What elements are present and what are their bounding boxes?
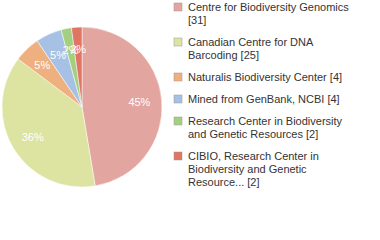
- legend-line: and Genetic Resources [2]: [188, 128, 318, 140]
- slice: [82, 27, 162, 186]
- legend-line: Canadian Centre for DNA: [188, 36, 316, 48]
- legend-swatch: [174, 152, 182, 160]
- data-label: 5%: [34, 59, 50, 71]
- legend-label: Research Center in Biodiversity and Gene…: [188, 115, 345, 140]
- legend-line: Centre for Biodiversity Genomics: [188, 1, 352, 13]
- legend-swatch: [174, 38, 182, 46]
- legend-line: Research Center in Biodiversity: [188, 115, 345, 127]
- legend-line: Naturalis Biodiversity Center [4]: [188, 71, 342, 83]
- data-labels: 45%36%5%5%2%2%: [22, 43, 151, 142]
- legend-line: Resource... [2]: [188, 176, 260, 188]
- slice: [71, 27, 82, 107]
- slice: [61, 28, 82, 107]
- legend-swatch: [174, 117, 182, 125]
- data-label: 45%: [128, 96, 150, 108]
- legend-line: Biodiversity and Genetic: [188, 163, 310, 175]
- legend-label: Mined from GenBank, NCBI [4]: [188, 93, 340, 105]
- legend-label: Centre for Biodiversity Genomics [31]: [188, 1, 352, 26]
- legend-label: Naturalis Biodiversity Center [4]: [188, 71, 342, 83]
- data-label: 36%: [22, 131, 44, 143]
- legend-swatch: [174, 73, 182, 81]
- legend-swatch: [174, 95, 182, 103]
- legend: Centre for Biodiversity Genomics [31] Can…: [174, 1, 352, 188]
- legend-line: Mined from GenBank, NCBI [4]: [188, 93, 340, 105]
- legend-label: CIBIO, Research Center in Biodiversity a…: [188, 150, 322, 188]
- legend-line: [31]: [188, 14, 206, 26]
- data-label: 2%: [70, 43, 86, 55]
- pie: [2, 27, 162, 187]
- legend-label: Canadian Centre for DNA Barcoding [25]: [188, 36, 316, 61]
- legend-swatch: [174, 3, 182, 11]
- chart: 45%36%5%5%2%2%Centre for Biodiversity Ge…: [0, 0, 380, 240]
- legend-line: Barcoding [25]: [188, 49, 259, 61]
- legend-line: CIBIO, Research Center in: [188, 150, 322, 162]
